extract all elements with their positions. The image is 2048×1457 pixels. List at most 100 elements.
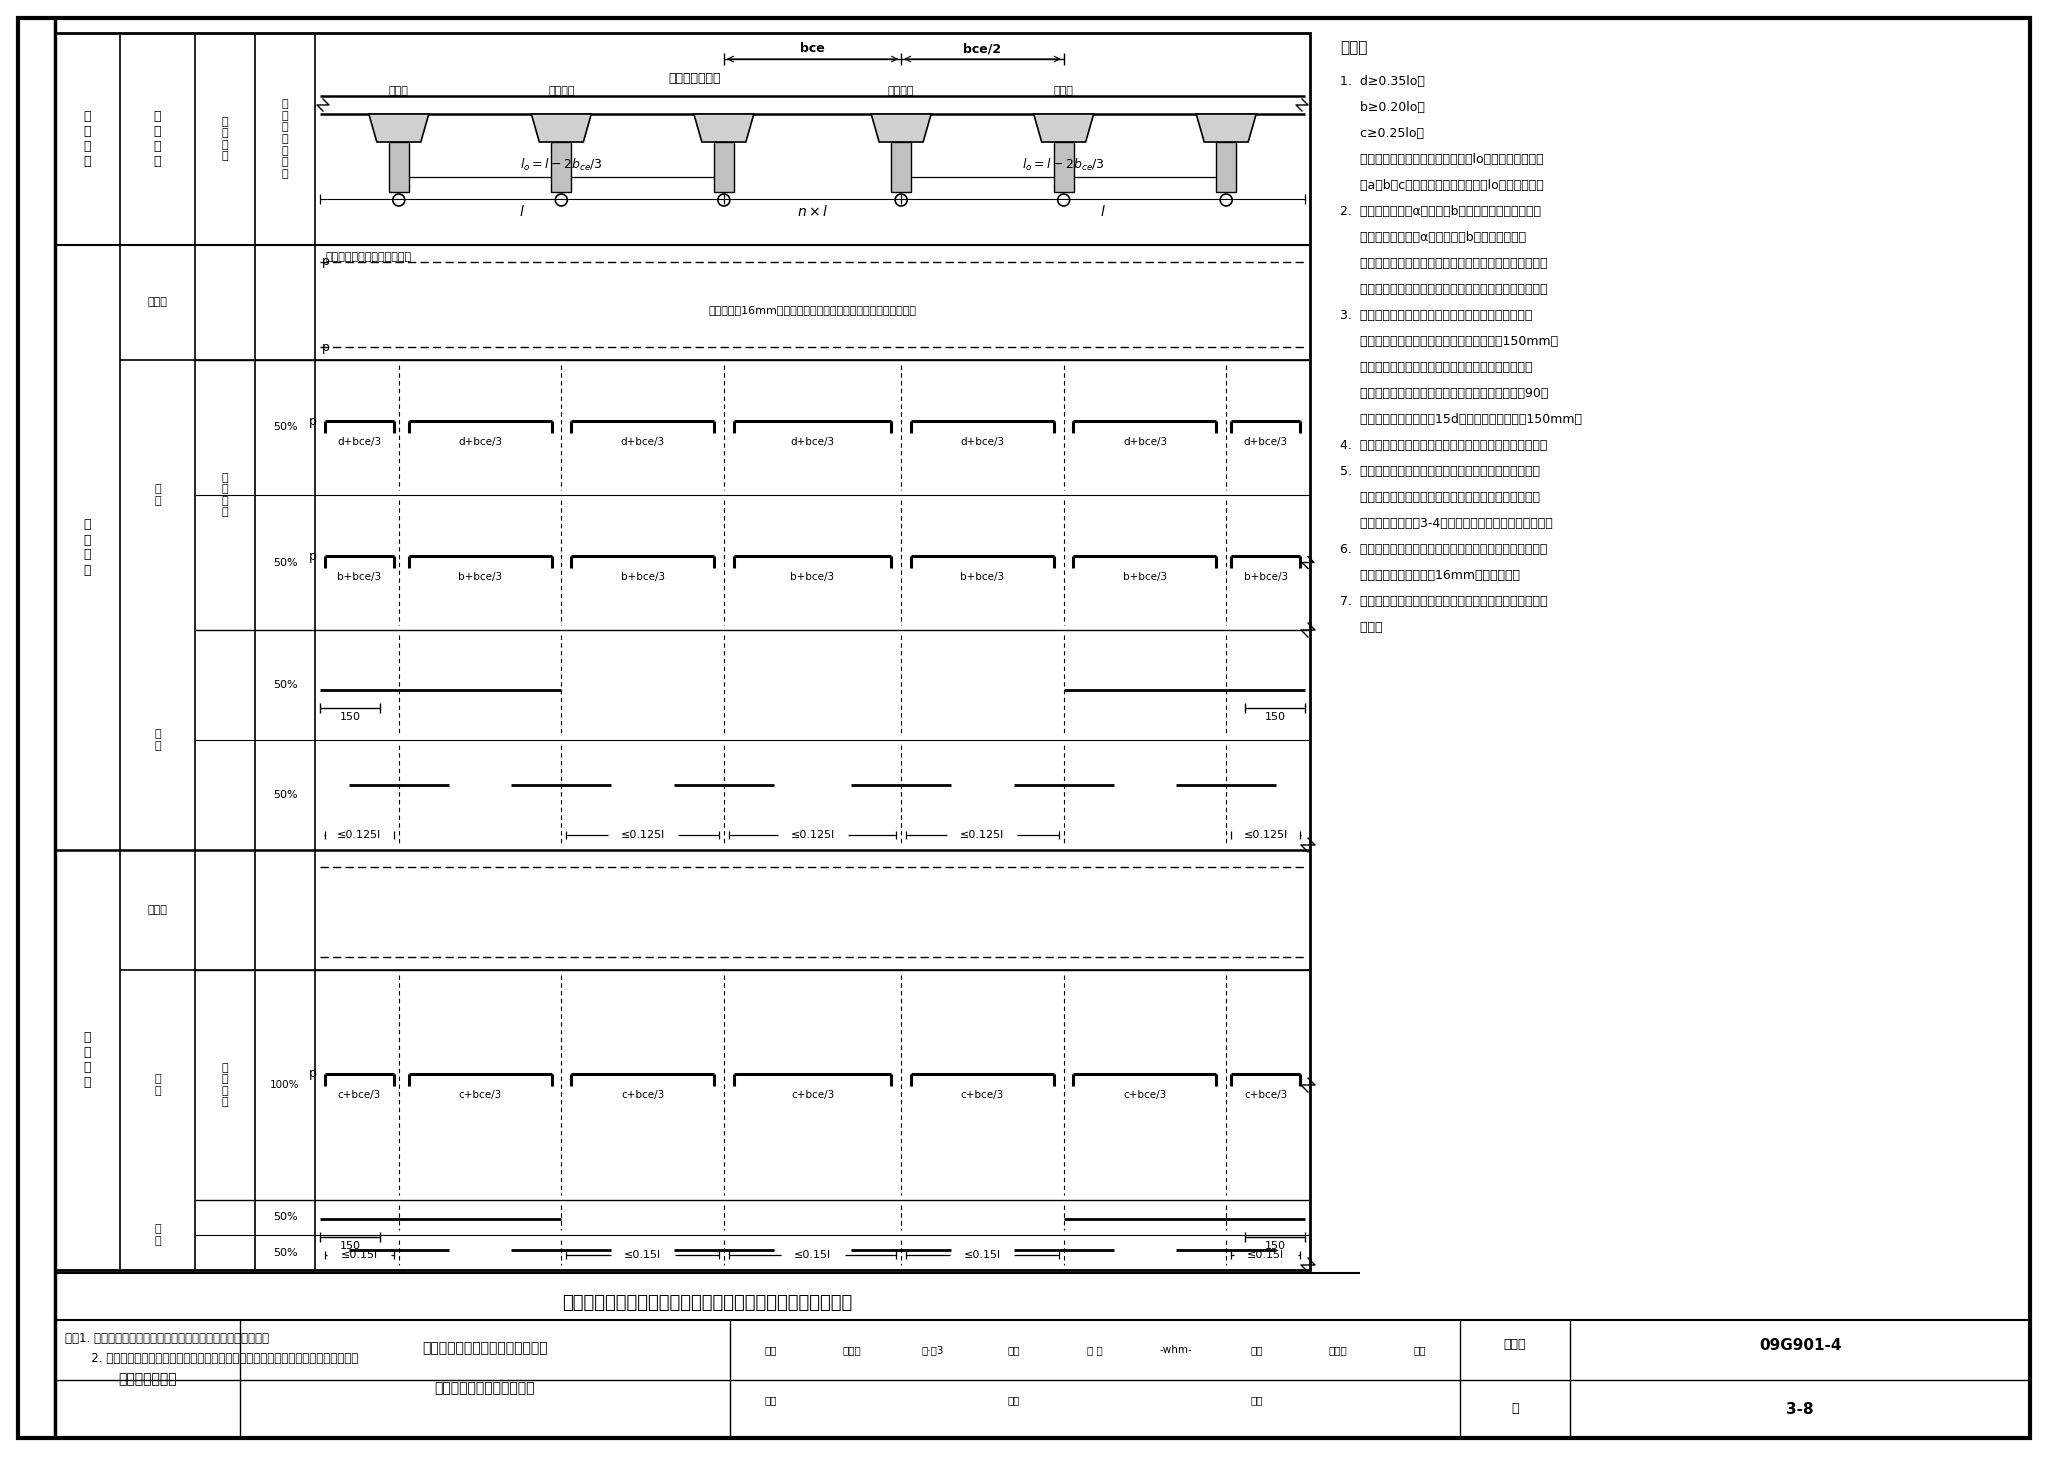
Text: 50%: 50%	[272, 790, 297, 800]
Text: 边支座: 边支座	[1055, 86, 1073, 96]
Text: ≤0.15l: ≤0.15l	[340, 1250, 379, 1260]
Text: 50%: 50%	[272, 1212, 297, 1222]
Bar	[55, 1320, 2030, 1438]
Text: 中间支座: 中间支座	[889, 86, 913, 96]
Text: 中间支座: 中间支座	[549, 86, 575, 96]
Text: 5.  边支座有梁时无梁板，在外角顶部沿对角线方向和外角: 5. 边支座有梁时无梁板，在外角顶部沿对角线方向和外角	[1339, 465, 1540, 478]
Text: 板边缘横向通长钢筋（下同）: 板边缘横向通长钢筋（下同）	[326, 252, 412, 262]
Text: 为准。: 为准。	[1339, 621, 1382, 634]
Text: $l$: $l$	[1100, 204, 1106, 219]
Bar	[1053, 141, 1073, 192]
Text: b+bce/3: b+bce/3	[338, 573, 381, 583]
Text: -whm-: -whm-	[1159, 1345, 1192, 1355]
Text: 通长筋: 通长筋	[147, 297, 168, 307]
Text: 张月明: 张月明	[1329, 1345, 1348, 1355]
Text: ≤0.15l: ≤0.15l	[1247, 1250, 1284, 1260]
Text: ≤0.15l: ≤0.15l	[625, 1250, 662, 1260]
Text: 非
通
长
筋: 非 通 长 筋	[221, 1062, 227, 1107]
Text: d+bce/3: d+bce/3	[1122, 437, 1167, 447]
Text: d+bce/3: d+bce/3	[791, 437, 836, 447]
Text: 顶
部: 顶 部	[154, 484, 162, 506]
Text: 审核: 审核	[764, 1394, 776, 1405]
Text: 钢筋（见本图集第3-4页；无梁楼盖板外角附加钢筋）。: 钢筋（见本图集第3-4页；无梁楼盖板外角附加钢筋）。	[1339, 517, 1552, 530]
Text: 09G901-4: 09G901-4	[1759, 1338, 1841, 1352]
Text: 1.  d≥0.35lo；: 1. d≥0.35lo；	[1339, 74, 1425, 87]
Text: 页: 页	[1511, 1402, 1520, 1415]
Text: c+bce/3: c+bce/3	[459, 1090, 502, 1100]
Text: 各种板带底部伸入与不伸入支座的钢筋间隔布置。底部筋: 各种板带底部伸入与不伸入支座的钢筋间隔布置。底部筋	[1339, 256, 1548, 270]
Text: 说明：: 说明：	[1339, 39, 1368, 55]
Text: 要满足具体设计值，且其水平段长度不小于150mm。: 要满足具体设计值，且其水平段长度不小于150mm。	[1339, 335, 1559, 348]
Text: ≤0.125l: ≤0.125l	[338, 830, 381, 841]
Text: 审核: 审核	[764, 1345, 776, 1355]
Text: 旁a，b，c值均应按两净跨中较大的lo值计算确定。: 旁a，b，c值均应按两净跨中较大的lo值计算确定。	[1339, 179, 1544, 192]
Text: c≥0.25lo。: c≥0.25lo。	[1339, 127, 1423, 140]
Text: p: p	[322, 255, 330, 268]
Text: ≤0.15l: ≤0.15l	[795, 1250, 831, 1260]
Text: b+bce/3: b+bce/3	[1122, 573, 1167, 583]
Text: d+bce/3: d+bce/3	[961, 437, 1004, 447]
Text: b≥0.20lo；: b≥0.20lo；	[1339, 101, 1425, 114]
Text: 海朔: 海朔	[1413, 1345, 1425, 1355]
Text: 校对: 校对	[1008, 1345, 1020, 1355]
Text: 4.  边跨板带悬挑时，顶筋钢筋应勾住板边缘横向通长钢筋。: 4. 边跨板带悬挑时，顶筋钢筋应勾住板边缘横向通长钢筋。	[1339, 439, 1548, 452]
Text: 150: 150	[340, 712, 360, 723]
Text: d+bce/3: d+bce/3	[459, 437, 502, 447]
Text: 边支座: 边支座	[389, 86, 410, 96]
Text: 非抗震有柱帽柱上板带、跨中板带: 非抗震有柱帽柱上板带、跨中板带	[422, 1340, 547, 1355]
Bar	[715, 141, 733, 192]
Text: 非抗震有柱帽柱上板带、跨中板带分离式钢筋排布构造示意图: 非抗震有柱帽柱上板带、跨中板带分离式钢筋排布构造示意图	[563, 1294, 852, 1311]
Text: 钢筋总数为单数，α长度筋应比b长度筋多一根。: 钢筋总数为单数，α长度筋应比b长度筋多一根。	[1339, 232, 1526, 243]
Text: $l_o= l - 2b_{ce}/3$: $l_o= l - 2b_{ce}/3$	[1022, 157, 1106, 173]
Polygon shape	[1196, 114, 1255, 141]
Bar	[55, 34, 1311, 1271]
Text: ≤0.15l: ≤0.15l	[965, 1250, 1001, 1260]
Text: 150: 150	[1264, 712, 1286, 723]
Text: 柱
上
板
带: 柱 上 板 带	[84, 519, 92, 577]
Text: ≤0.125l: ≤0.125l	[1243, 830, 1288, 841]
Text: 非
通
长
筋: 非 通 长 筋	[221, 472, 227, 517]
Polygon shape	[1034, 114, 1094, 141]
Text: b+bce/3: b+bce/3	[961, 573, 1004, 583]
Bar	[551, 141, 571, 192]
Text: 底
部: 底 部	[154, 1224, 162, 1246]
Text: 底
部: 底 部	[154, 728, 162, 750]
Text: 各设置一根直径不小于16mm的通长钢筋。: 各设置一根直径不小于16mm的通长钢筋。	[1339, 570, 1520, 581]
Bar	[1217, 141, 1237, 192]
Text: 无梁楼盖现浇板: 无梁楼盖现浇板	[119, 1372, 176, 1386]
Text: p: p	[309, 1068, 317, 1081]
Text: b+bce/3: b+bce/3	[621, 573, 666, 583]
Text: 3.  边跨板带底部钢筋伸入梁、墙、柱内的锚固长度不仅: 3. 边跨板带底部钢筋伸入梁、墙、柱内的锚固长度不仅	[1339, 309, 1532, 322]
Text: 跨
中
板
带: 跨 中 板 带	[84, 1032, 92, 1088]
Text: 7.  本图所示仅为板带分离式排布构造要求，实际配筋以设计: 7. 本图所示仅为板带分离式排布构造要求，实际配筋以设计	[1339, 594, 1548, 608]
Text: 非
通
长
筋: 非 通 长 筋	[221, 117, 227, 162]
Text: d+bce/3: d+bce/3	[338, 437, 381, 447]
Text: 底部垂直于对角线方向各增配满足具体设计要求的受力: 底部垂直于对角线方向各增配满足具体设计要求的受力	[1339, 491, 1540, 504]
Text: 丙继承: 丙继承	[842, 1345, 860, 1355]
Text: p: p	[309, 415, 317, 428]
Text: 直径不小于16mm通长钢筋（或利用原有配筋钢筋通）数量见设计: 直径不小于16mm通长钢筋（或利用原有配筋钢筋通）数量见设计	[709, 306, 918, 316]
Text: p: p	[322, 341, 330, 354]
Text: c+bce/3: c+bce/3	[791, 1090, 834, 1100]
Bar	[389, 141, 410, 192]
Text: $n\times l$: $n\times l$	[797, 204, 827, 219]
Text: 50%: 50%	[272, 423, 297, 433]
Text: 注：1. 图示板带边支座为柱、框架梁或剪力墙；中间支座为柱。: 注：1. 图示板带边支座为柱、框架梁或剪力墙；中间支座为柱。	[66, 1332, 268, 1345]
Text: 图集号: 图集号	[1503, 1339, 1526, 1352]
Text: 设计: 设计	[1251, 1345, 1264, 1355]
Text: d+bce/3: d+bce/3	[1243, 437, 1288, 447]
Text: ≤0.125l: ≤0.125l	[791, 830, 836, 841]
Polygon shape	[530, 114, 592, 141]
Text: c+bce/3: c+bce/3	[1243, 1090, 1288, 1100]
Text: 柱上或跨中板带: 柱上或跨中板带	[668, 71, 721, 85]
Text: b+bce/3: b+bce/3	[791, 573, 836, 583]
Text: $l_o= l - 2b_{ce}/3$: $l_o= l - 2b_{ce}/3$	[520, 157, 602, 173]
Text: 总数为单数，伸入支座钢筋应比不伸入支座钢筋多一根。: 总数为单数，伸入支座钢筋应比不伸入支座钢筋多一根。	[1339, 283, 1548, 296]
Text: c+bce/3: c+bce/3	[621, 1090, 664, 1100]
Text: 100%: 100%	[270, 1080, 299, 1090]
Text: 弯折，其垂直段长度为15d；水平段长度不小于150mm。: 弯折，其垂直段长度为15d；水平段长度不小于150mm。	[1339, 412, 1581, 425]
Text: bce/2: bce/2	[963, 42, 1001, 55]
Text: 设计: 设计	[1251, 1394, 1264, 1405]
Text: 乙·份3: 乙·份3	[922, 1345, 944, 1355]
Text: ≤0.125l: ≤0.125l	[961, 830, 1004, 841]
